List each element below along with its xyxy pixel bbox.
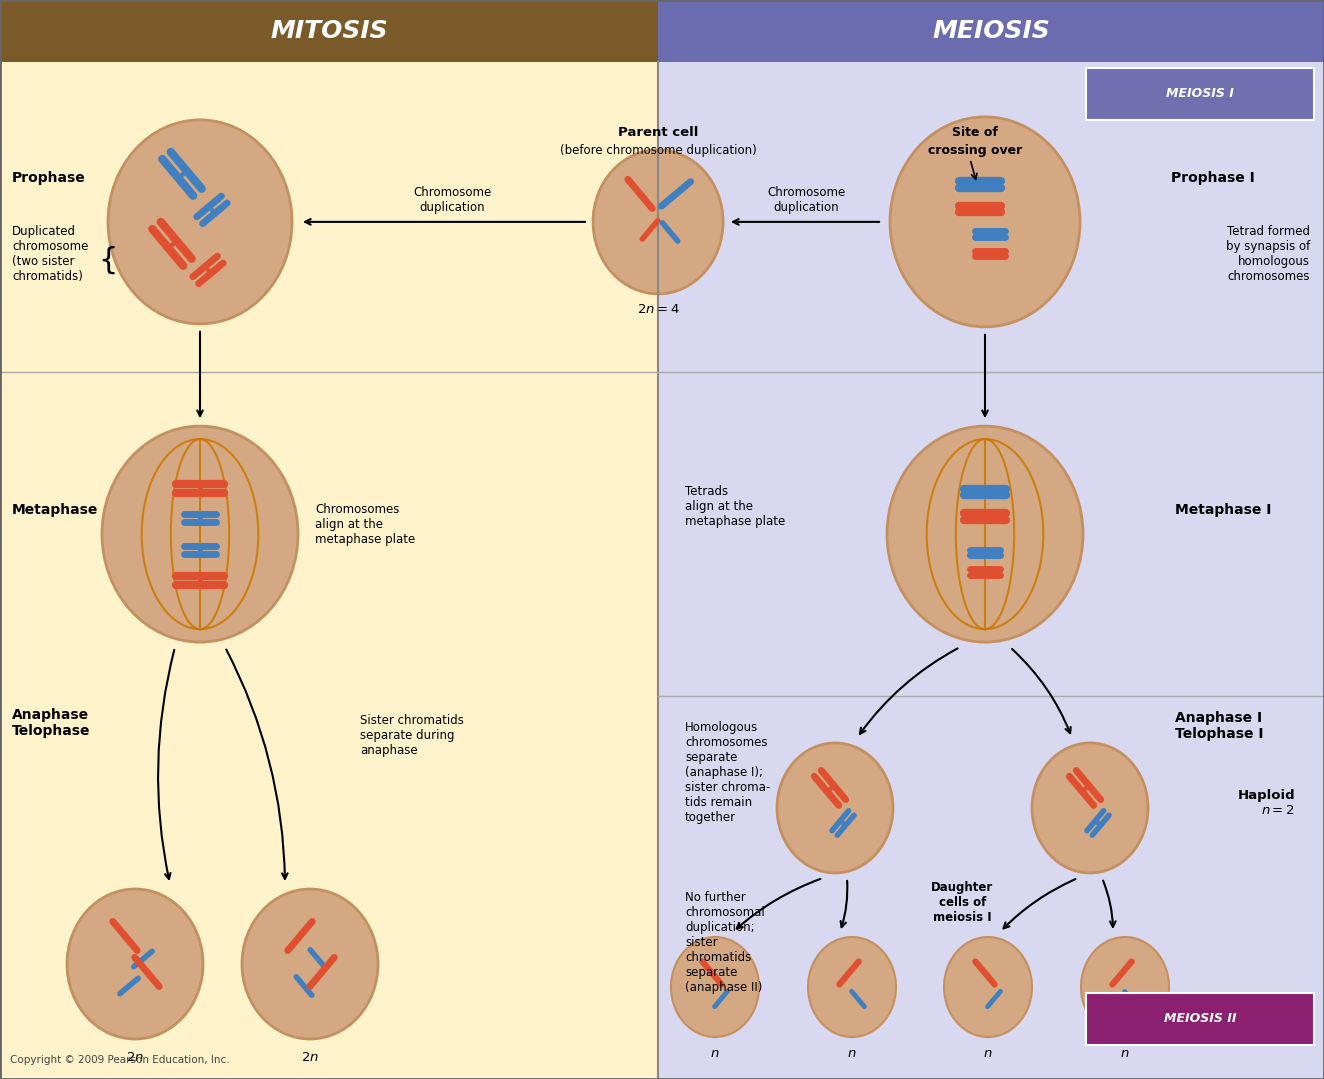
- Ellipse shape: [1031, 743, 1148, 873]
- Text: MEIOSIS I: MEIOSIS I: [1166, 87, 1234, 100]
- Text: Prophase I: Prophase I: [1172, 170, 1255, 185]
- Text: crossing over: crossing over: [928, 144, 1022, 156]
- Ellipse shape: [593, 150, 723, 293]
- Text: MITOSIS: MITOSIS: [270, 18, 388, 43]
- Ellipse shape: [1080, 937, 1169, 1037]
- Text: $n$: $n$: [1120, 1047, 1129, 1060]
- Text: Parent cell: Parent cell: [618, 126, 698, 139]
- Text: $n$: $n$: [847, 1047, 857, 1060]
- Text: Duplicated
chromosome
(two sister
chromatids): Duplicated chromosome (two sister chroma…: [12, 224, 89, 283]
- Text: $2n = 4$: $2n = 4$: [637, 303, 679, 316]
- Ellipse shape: [890, 117, 1080, 327]
- Text: Metaphase I: Metaphase I: [1174, 503, 1271, 517]
- Text: No further
chromosomal
duplication;
sister
chromatids
separate
(anaphase II): No further chromosomal duplication; sist…: [685, 891, 765, 994]
- Bar: [0, 0, 658, 62]
- Text: Chromosome
duplication: Chromosome duplication: [413, 186, 491, 214]
- Ellipse shape: [109, 120, 293, 324]
- Text: {: {: [98, 245, 118, 274]
- Text: $n$: $n$: [984, 1047, 993, 1060]
- Text: MEIOSIS: MEIOSIS: [932, 18, 1050, 43]
- FancyBboxPatch shape: [1086, 993, 1313, 1044]
- Text: Anaphase I
Telophase I: Anaphase I Telophase I: [1174, 711, 1263, 741]
- Ellipse shape: [808, 937, 896, 1037]
- Bar: [658, 0, 1324, 62]
- Text: Copyright © 2009 Pearson Education, Inc.: Copyright © 2009 Pearson Education, Inc.: [11, 1055, 229, 1065]
- Ellipse shape: [671, 937, 759, 1037]
- Text: Sister chromatids
separate during
anaphase: Sister chromatids separate during anapha…: [360, 714, 463, 757]
- Text: $n$: $n$: [710, 1047, 720, 1060]
- Text: Haploid
$n = 2$: Haploid $n = 2$: [1238, 789, 1295, 817]
- Ellipse shape: [887, 426, 1083, 642]
- Bar: [658, 0, 1324, 1079]
- Text: $2n$: $2n$: [126, 1051, 144, 1064]
- Text: MEIOSIS II: MEIOSIS II: [1164, 1012, 1237, 1025]
- Text: Homologous
chromosomes
separate
(anaphase I);
sister chroma-
tids remain
togethe: Homologous chromosomes separate (anaphas…: [685, 721, 771, 824]
- Text: Site of: Site of: [952, 126, 998, 139]
- Text: Prophase: Prophase: [12, 170, 86, 185]
- Text: Anaphase
Telophase: Anaphase Telophase: [12, 708, 90, 738]
- Bar: [0, 0, 658, 1079]
- Ellipse shape: [777, 743, 892, 873]
- Text: Chromosomes
align at the
metaphase plate: Chromosomes align at the metaphase plate: [315, 503, 416, 546]
- Ellipse shape: [68, 889, 203, 1039]
- FancyBboxPatch shape: [1086, 68, 1313, 120]
- Text: Tetrads
align at the
metaphase plate: Tetrads align at the metaphase plate: [685, 484, 785, 528]
- Ellipse shape: [944, 937, 1031, 1037]
- Ellipse shape: [242, 889, 377, 1039]
- Text: Daughter
cells of
meiosis I: Daughter cells of meiosis I: [931, 880, 993, 924]
- Text: (before chromosome duplication): (before chromosome duplication): [560, 144, 756, 156]
- Text: Metaphase: Metaphase: [12, 503, 98, 517]
- Text: Tetrad formed
by synapsis of
homologous
chromosomes: Tetrad formed by synapsis of homologous …: [1226, 224, 1309, 283]
- Text: $2n$: $2n$: [301, 1051, 319, 1064]
- Ellipse shape: [102, 426, 298, 642]
- Text: Chromosome
duplication: Chromosome duplication: [768, 186, 846, 214]
